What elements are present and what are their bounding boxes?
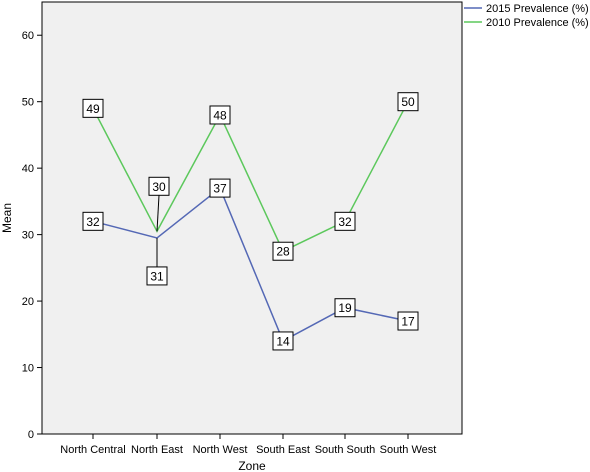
data-label-value: 19 — [338, 301, 352, 315]
data-label-box — [82, 98, 104, 118]
x-tick-label: North West — [193, 444, 248, 456]
data-label-value: 28 — [276, 245, 290, 259]
data-labels: 32 31 37 14 19 17 49 30 48 28 32 50 — [82, 92, 419, 351]
data-label: 19 — [334, 298, 356, 318]
series-line-2010 — [92, 101, 409, 253]
data-label-value: 49 — [86, 102, 100, 116]
x-tick-label: North East — [131, 444, 183, 456]
leader-line — [156, 195, 160, 232]
data-label: 32 — [82, 211, 104, 231]
data-label-value: 17 — [401, 315, 415, 329]
data-label-box — [209, 178, 231, 198]
data-label: 48 — [209, 105, 231, 125]
legend-label: 2015 Prevalence (%) — [486, 3, 589, 15]
data-label-box — [272, 331, 294, 351]
legend-label: 2010 Prevalence (%) — [486, 17, 589, 29]
y-tick-label: 50 — [22, 97, 34, 109]
data-label-value: 48 — [213, 108, 227, 122]
data-label-value: 32 — [86, 215, 100, 229]
data-label-box — [272, 241, 294, 261]
data-label-box — [397, 92, 419, 112]
data-label-value: 30 — [152, 180, 166, 194]
data-label: 31 — [146, 266, 168, 286]
legend: 2015 Prevalence (%) 2010 Prevalence (%) — [464, 3, 589, 29]
y-tick-label: 60 — [22, 30, 34, 42]
y-axis: 0 10 20 30 40 50 60 — [22, 30, 42, 441]
data-label: 37 — [209, 178, 231, 198]
data-label-box — [146, 266, 168, 286]
data-label: 17 — [397, 311, 419, 331]
data-label: 28 — [272, 241, 294, 261]
y-tick-label: 30 — [22, 230, 34, 242]
y-tick-label: 0 — [28, 429, 34, 441]
x-tick-label: South West — [380, 444, 437, 456]
data-label: 50 — [397, 92, 419, 112]
x-axis-title: Zone — [238, 459, 266, 472]
y-axis-title: Mean — [0, 203, 14, 233]
data-label: 30 — [148, 176, 170, 196]
data-label-box — [82, 211, 104, 231]
data-label-box — [148, 176, 170, 196]
data-label: 49 — [82, 98, 104, 118]
data-label-box — [334, 298, 356, 318]
data-label-value: 14 — [276, 334, 290, 348]
leader-lines — [156, 195, 160, 267]
data-label: 32 — [334, 211, 356, 231]
x-tick-label: North Central — [60, 444, 125, 456]
data-label-value: 31 — [150, 269, 164, 283]
data-label-value: 50 — [401, 95, 415, 109]
data-label-box — [397, 311, 419, 331]
data-label-box — [209, 105, 231, 125]
data-label-value: 32 — [338, 215, 352, 229]
x-tick-label: South South — [315, 444, 376, 456]
y-tick-label: 20 — [22, 296, 34, 308]
x-tick-label: South East — [256, 444, 310, 456]
plot-area — [41, 1, 463, 435]
y-tick-label: 40 — [22, 163, 34, 175]
data-label-value: 37 — [213, 182, 227, 196]
y-tick-label: 10 — [22, 363, 34, 375]
data-label-box — [334, 211, 356, 231]
data-label: 14 — [272, 331, 294, 351]
x-axis: North Central North East North West South E… — [60, 434, 436, 456]
